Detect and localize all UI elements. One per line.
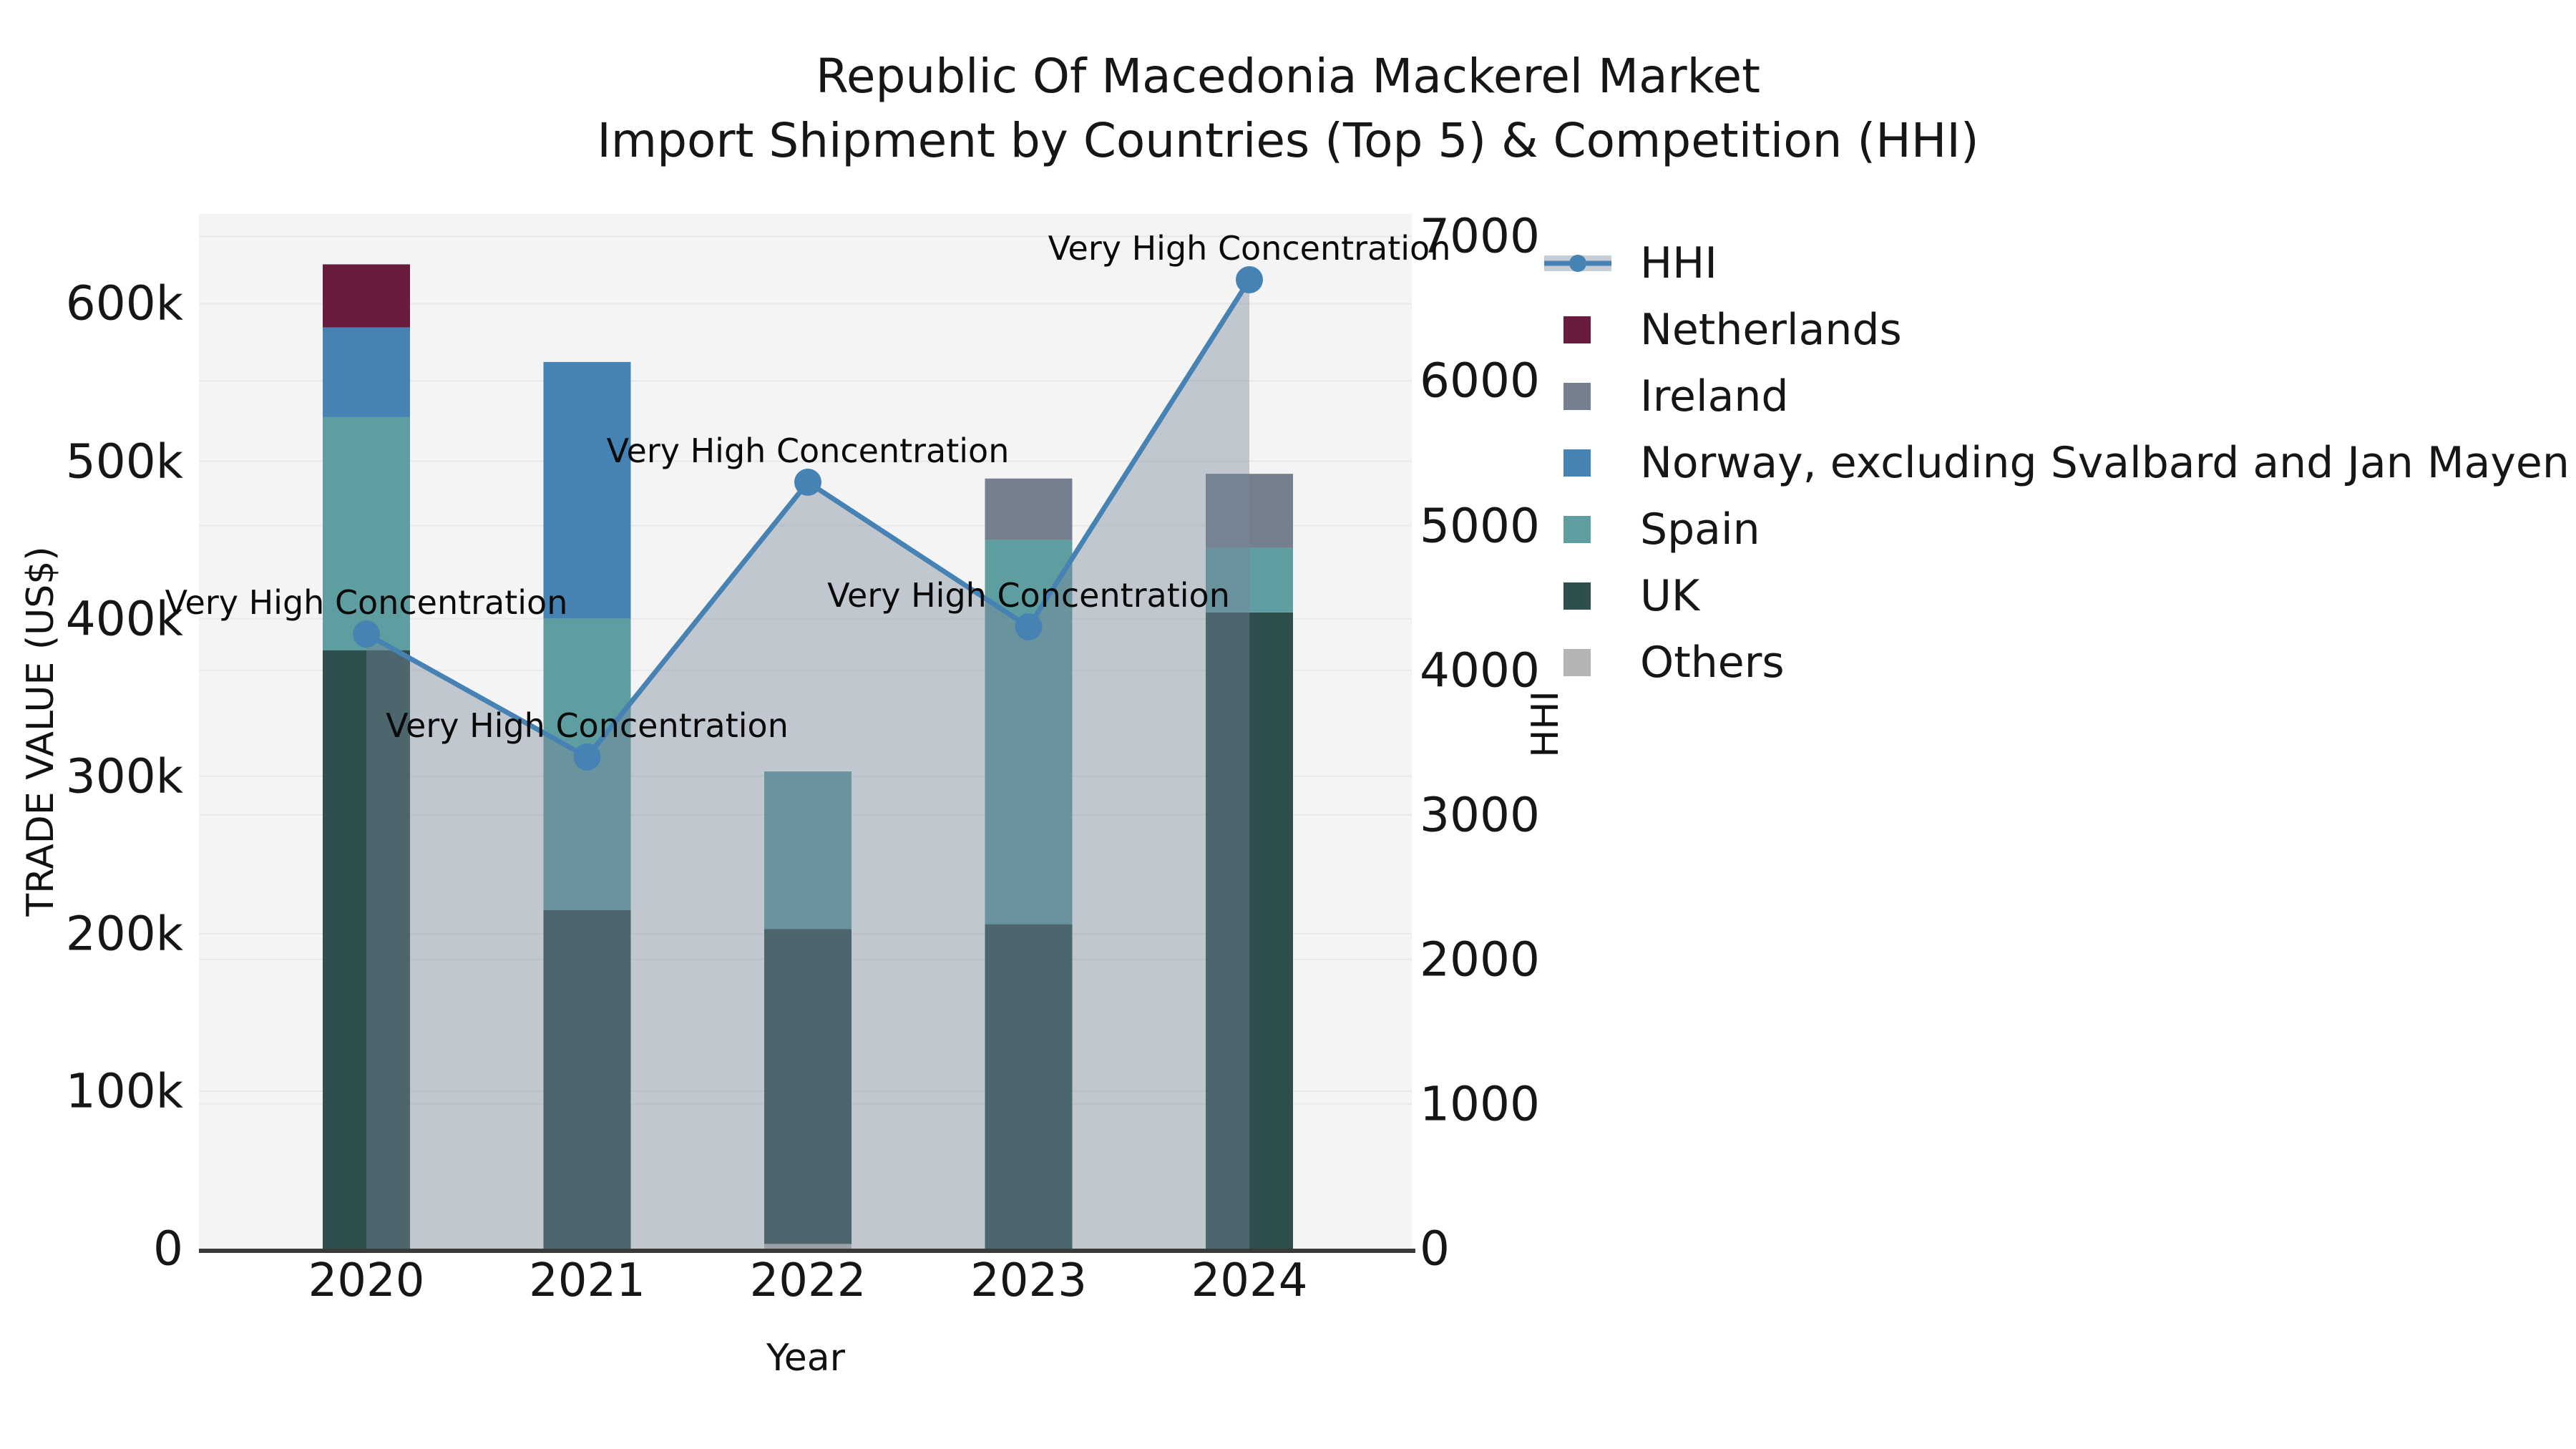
chart-title: Republic Of Macedonia Mackerel Market Im…: [0, 44, 2576, 173]
bar-segment-uk-2021: [543, 909, 631, 1249]
annotation-very-high-concentration-2020: Very High Concentration: [165, 583, 568, 623]
legend-color-swatch: [1563, 383, 1591, 410]
y-tick-label-right-6000: 6000: [1420, 353, 1540, 409]
x-tick-label-2021: 2021: [529, 1254, 645, 1307]
x-axis-label: Year: [766, 1337, 846, 1380]
legend-color-swatch: [1563, 449, 1591, 477]
legend-item-label: Norway, excluding Svalbard and Jan Mayen: [1640, 438, 2570, 488]
bar-segment-ireland-2023: [985, 478, 1073, 540]
legend-item-label: Spain: [1640, 504, 1760, 555]
bar-segment-spain-2020: [323, 416, 410, 650]
bar-segment-uk-2022: [764, 929, 852, 1244]
legend-hhi-line-icon: [1544, 253, 1611, 274]
legend-color-swatch: [1563, 516, 1591, 543]
y-tick-label-left-100k: 100k: [65, 1063, 183, 1119]
bar-segment-uk-2020: [323, 650, 410, 1249]
legend-item-label: Netherlands: [1640, 305, 1902, 355]
x-tick-label-2022: 2022: [749, 1254, 867, 1307]
annotation-very-high-concentration-2022: Very High Concentration: [606, 431, 1010, 470]
hhi-marker-2023: [1015, 613, 1043, 640]
bar-segment-uk-2023: [985, 924, 1073, 1249]
bar-segment-spain-2023: [985, 540, 1073, 924]
annotation-very-high-concentration-2024: Very High Concentration: [1048, 228, 1451, 268]
bar-segment-norway-excluding-svalbard-and-jan-mayen-2020: [323, 327, 410, 417]
y-tick-label-right-5000: 5000: [1420, 498, 1540, 554]
bar-segment-spain-2024: [1206, 547, 1293, 613]
bar-segment-spain-2022: [764, 771, 852, 930]
y-axis-label-right: HHI: [1524, 691, 1567, 758]
legend-item-label: Others: [1640, 638, 1785, 688]
chart-title-line1: Republic Of Macedonia Mackerel Market: [816, 49, 1760, 104]
y-tick-label-left-400k: 400k: [65, 591, 183, 647]
hhi-marker-2021: [573, 743, 601, 771]
y-tick-label-left-600k: 600k: [65, 275, 183, 331]
hhi-marker-2020: [353, 620, 380, 648]
legend-color-swatch: [1563, 649, 1591, 676]
bar-segment-netherlands-2020: [323, 264, 410, 328]
y-tick-label-left-300k: 300k: [65, 748, 183, 804]
x-tick-label-2023: 2023: [970, 1254, 1087, 1307]
y-tick-label-right-2000: 2000: [1420, 932, 1540, 987]
hhi-area-fill: [366, 279, 1249, 1249]
bar-segment-ireland-2024: [1206, 474, 1293, 548]
hhi-marker-2024: [1236, 265, 1263, 293]
bar-segment-uk-2024: [1206, 612, 1293, 1249]
annotation-very-high-concentration-2021: Very High Concentration: [386, 706, 789, 745]
y-tick-label-left-0: 0: [153, 1221, 183, 1277]
y-tick-label-right-4000: 4000: [1420, 643, 1540, 698]
legend-color-swatch: [1563, 316, 1591, 343]
annotation-very-high-concentration-2023: Very High Concentration: [827, 575, 1230, 615]
y-tick-label-left-500k: 500k: [65, 434, 183, 489]
legend-item-label: UK: [1640, 571, 1700, 621]
legend-color-swatch: [1563, 582, 1591, 610]
chart-title-line2: Import Shipment by Countries (Top 5) & C…: [597, 113, 1979, 168]
bar-segment-others-2022: [764, 1244, 852, 1249]
hhi-marker-2022: [794, 468, 821, 496]
legend-item-label: Ireland: [1640, 371, 1789, 421]
y-tick-label-right-3000: 3000: [1420, 787, 1540, 843]
bar-segment-norway-excluding-svalbard-and-jan-mayen-2021: [543, 361, 631, 619]
y-tick-label-right-1000: 1000: [1420, 1076, 1540, 1132]
y-tick-label-right-7000: 7000: [1420, 208, 1540, 264]
x-tick-label-2024: 2024: [1191, 1254, 1308, 1307]
x-tick-label-2020: 2020: [308, 1254, 425, 1307]
y-tick-label-right-0: 0: [1420, 1221, 1450, 1277]
y-tick-label-left-200k: 200k: [65, 906, 183, 962]
legend-item-label: HHI: [1640, 238, 1717, 288]
